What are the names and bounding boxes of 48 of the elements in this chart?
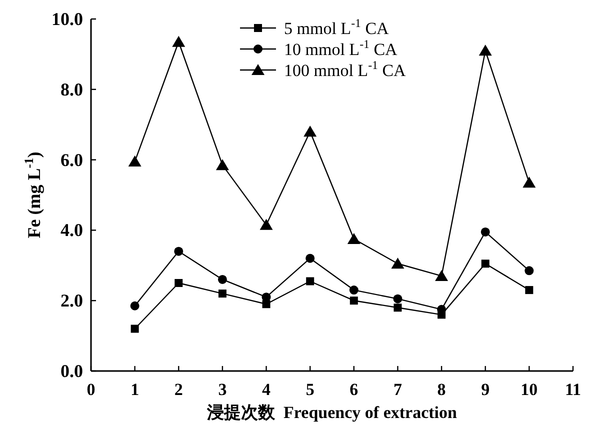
x-tick-label: 11 <box>564 380 582 399</box>
point <box>347 233 360 244</box>
point <box>218 290 226 298</box>
point <box>478 44 492 56</box>
point <box>218 274 227 284</box>
point <box>393 294 402 304</box>
x-tick-label: 2 <box>174 380 183 399</box>
point <box>349 286 358 295</box>
point <box>435 270 448 281</box>
y-tick-label: 2.0 <box>60 290 83 311</box>
point <box>130 301 140 310</box>
point <box>128 156 142 167</box>
point <box>394 304 402 312</box>
x-tick-label: 4 <box>262 380 272 399</box>
point <box>174 246 184 256</box>
x-tick-label: 10 <box>520 380 538 399</box>
point <box>480 227 490 236</box>
x-tick-label: 6 <box>350 380 358 399</box>
point <box>130 324 139 333</box>
point <box>306 277 314 286</box>
y-tick-label: 6.0 <box>60 150 83 170</box>
point <box>260 218 273 230</box>
point <box>525 286 534 294</box>
point <box>524 266 534 276</box>
x-tick-label: 7 <box>393 380 402 399</box>
x-tick-label: 1 <box>130 380 140 399</box>
y-tick-label: 4.0 <box>60 220 83 240</box>
point <box>306 254 315 263</box>
y-tick-label: 8.0 <box>60 79 83 100</box>
point <box>391 258 404 269</box>
x-tick-label: 9 <box>481 380 490 399</box>
y-tick-label: 0.0 <box>60 361 83 381</box>
x-tick-label: 8 <box>437 380 446 399</box>
x-tick-label: 0 <box>86 380 96 399</box>
point <box>304 126 317 137</box>
y-tick-label: 10.0 <box>52 9 83 29</box>
legend-label: 5 mmol L$^{-1}$ CA <box>284 16 390 38</box>
x-axis-title: 浸提次数 Frequency of extraction <box>206 403 458 422</box>
point <box>174 279 183 287</box>
legend-label: 10 mmol L$^{-1}$ CA <box>284 37 398 59</box>
legend-label: 100 mmol L$^{-1}$ CA <box>284 58 407 80</box>
point <box>216 159 229 170</box>
x-tick-label: 3 <box>218 380 227 399</box>
point <box>350 296 358 305</box>
x-tick-label: 5 <box>306 380 314 399</box>
point <box>522 176 536 188</box>
point <box>172 36 186 47</box>
point <box>481 260 490 268</box>
